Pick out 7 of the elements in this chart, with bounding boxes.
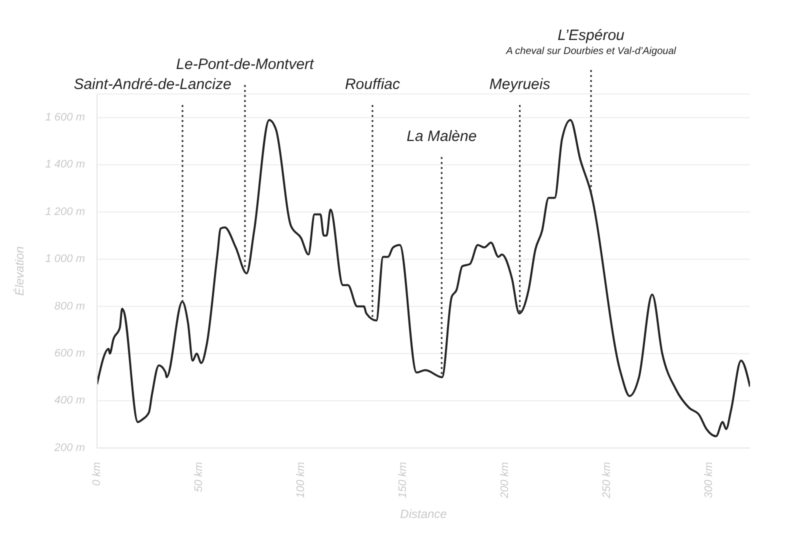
ref-line-label: Meyrueis — [489, 76, 551, 93]
ref-line-label: La Malène — [406, 128, 477, 145]
ref-line-label: L’Espérou A cheval sur Dourbies et Val-d’Aigoual — [505, 27, 677, 57]
ref-line-label: Rouffiac — [344, 76, 400, 93]
ref-line-label: Le-Pont-de-Montvert — [176, 56, 315, 73]
ref-line-label: Saint-André-de-Lancize — [74, 76, 232, 93]
line-series — [97, 118, 750, 438]
